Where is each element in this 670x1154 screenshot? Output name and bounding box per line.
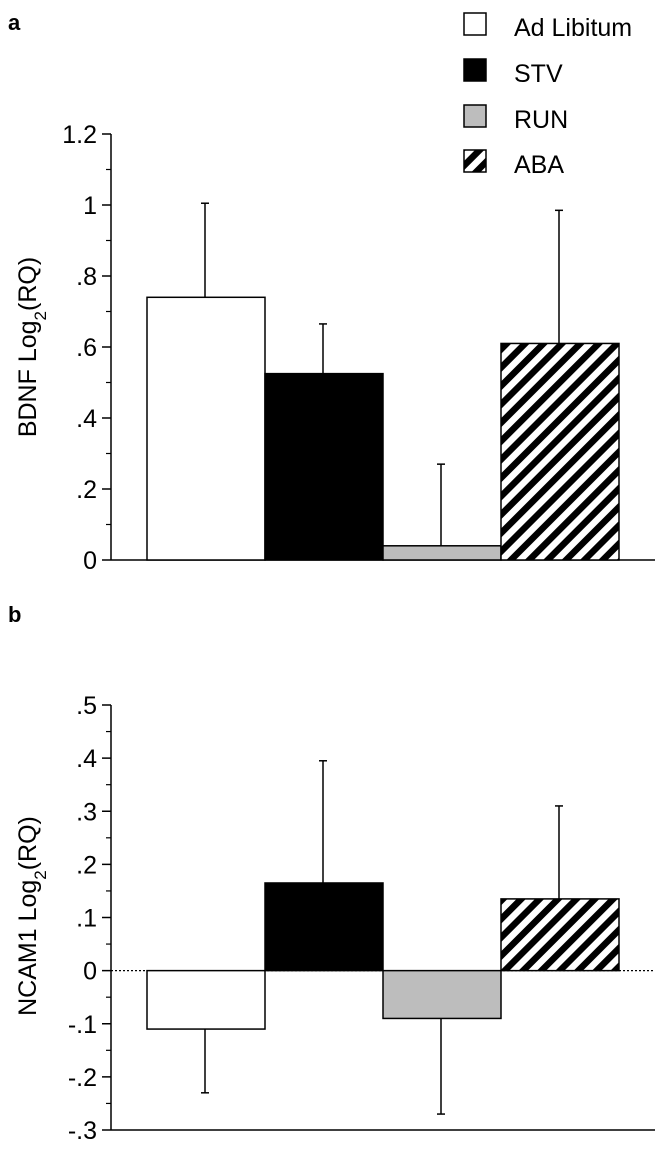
y-tick-label: .5	[76, 692, 97, 720]
bar-run	[382, 545, 502, 561]
y-tick-label: 0	[83, 958, 97, 986]
legend-swatch-aba	[463, 149, 487, 173]
panel-b-ylabel: NCAM1 Log2(RQ)	[14, 816, 50, 1016]
legend-swatch-run	[463, 104, 487, 128]
y-tick-label: .3	[76, 798, 97, 826]
panel-a-chart: 0 .2 .4 .6 .8 1 1.2	[62, 121, 655, 575]
y-tick-label: -.3	[68, 1117, 97, 1145]
panel-b-chart: -.3 -.2 -.1 0 .1 .2 .3 .4 .5	[68, 692, 655, 1145]
bar-stv	[264, 882, 384, 972]
y-tick-label: .1	[76, 905, 97, 933]
y-tick-label: 0	[83, 547, 97, 575]
y-tick-label: .4	[76, 745, 97, 773]
panel-b-letter: b	[8, 602, 21, 627]
legend-swatch-stv	[463, 58, 487, 82]
bar-stv	[264, 372, 384, 561]
y-tick-label: -.1	[68, 1011, 97, 1039]
legend: Ad Libitum STV RUN ABA	[463, 12, 632, 179]
legend-label-ad-libitum: Ad Libitum	[514, 14, 632, 42]
y-tick-label: .6	[76, 334, 97, 362]
bar-ad-libitum	[146, 969, 266, 1030]
legend-swatch-ad-libitum	[463, 12, 487, 36]
legend-label-aba: ABA	[514, 151, 564, 179]
panel-a-letter: a	[8, 10, 21, 35]
bar-ad-libitum	[146, 296, 266, 561]
y-tick-label: .2	[76, 476, 97, 504]
y-tick-label: .4	[76, 405, 97, 433]
legend-label-run: RUN	[514, 106, 568, 134]
legend-label-stv: STV	[514, 60, 563, 88]
bar-run	[382, 969, 502, 1020]
panel-a-ylabel: BDNF Log2(RQ)	[14, 257, 50, 437]
y-tick-label: 1	[83, 192, 97, 220]
y-tick-label: 1.2	[62, 121, 97, 149]
bar-aba	[500, 342, 620, 561]
y-tick-label: .8	[76, 263, 97, 291]
y-tick-label: -.2	[68, 1064, 97, 1092]
y-tick-label: .2	[76, 851, 97, 879]
bar-aba	[500, 898, 620, 972]
